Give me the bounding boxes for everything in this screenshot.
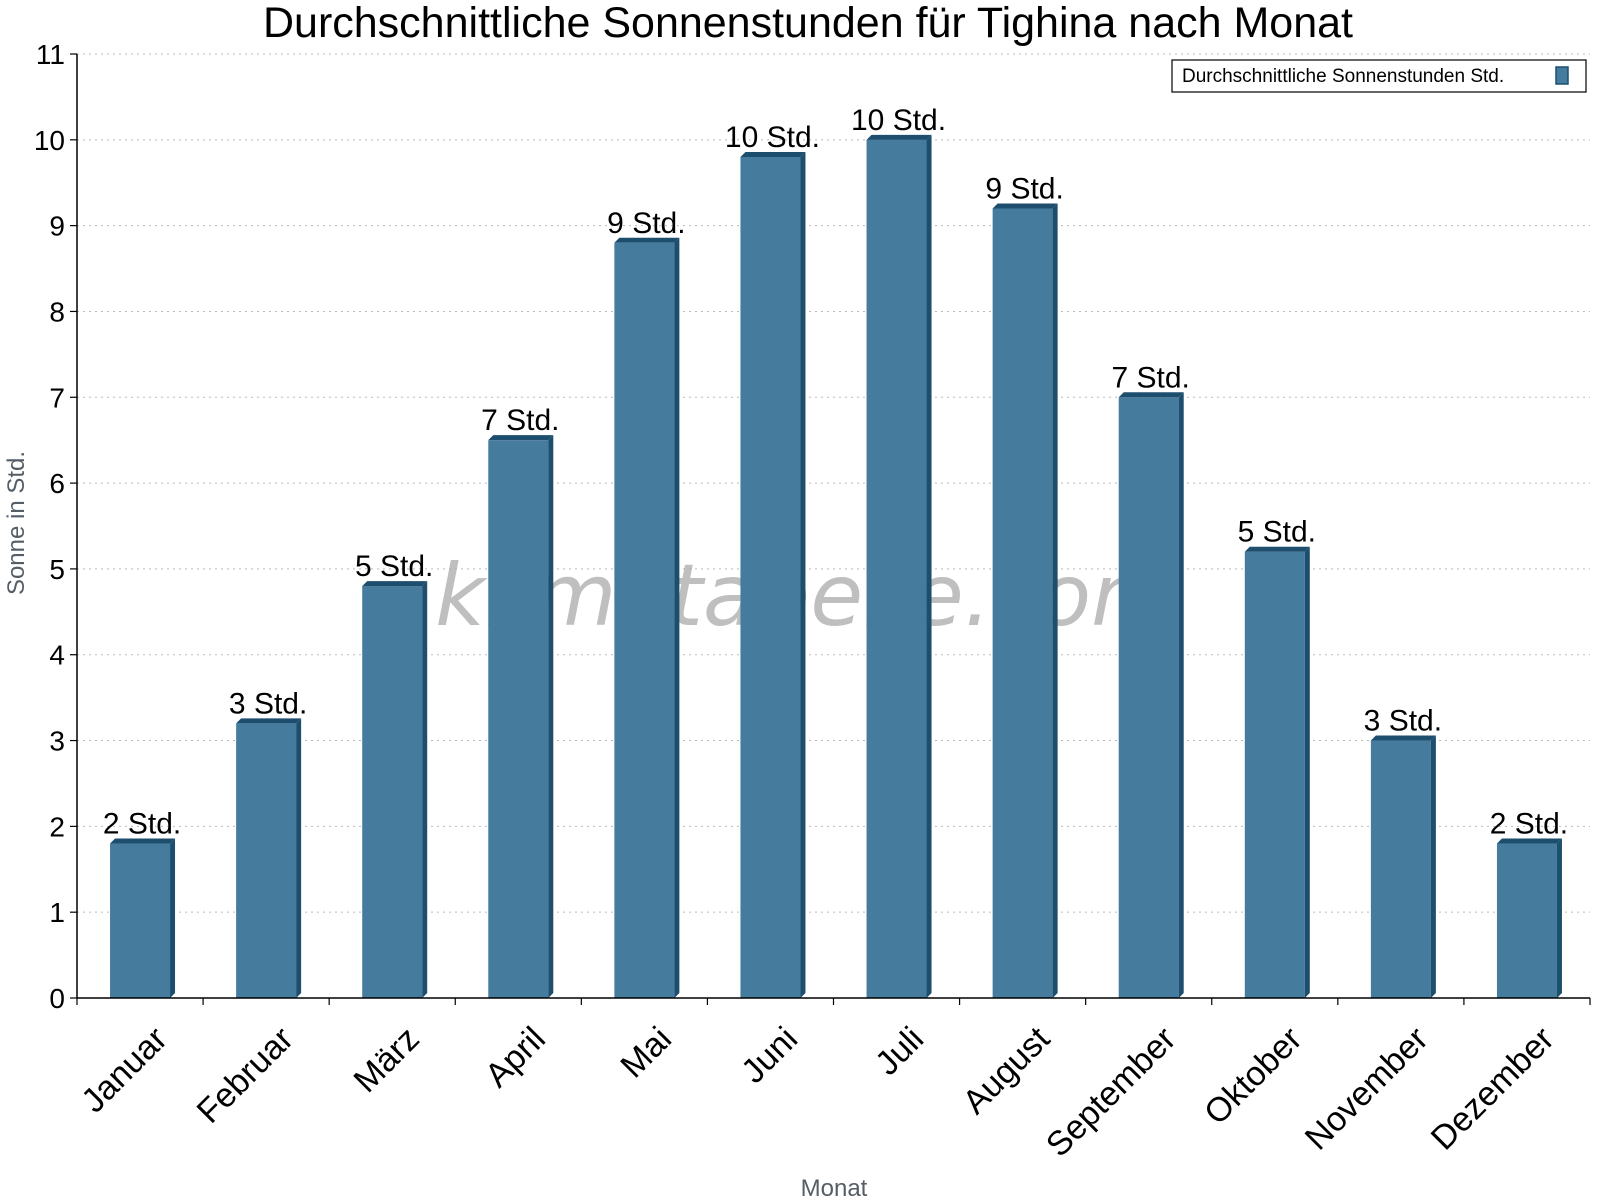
bar-side [674,237,680,999]
legend-swatch [1555,66,1569,85]
y-tick-label: 1 [49,897,65,928]
bar [866,134,932,998]
bar [488,435,554,998]
x-tick-label: November [1298,1020,1436,1158]
bar-top [866,134,932,140]
y-tick-label: 2 [49,811,65,842]
bar-front [740,156,801,998]
data-label: 2 Std. [1490,808,1568,841]
bar-top [488,435,554,441]
x-tick-label: Juni [734,1020,805,1091]
bar-front [1496,843,1557,998]
y-tick-label: 4 [49,640,65,671]
bar-front [1118,397,1179,999]
bar [236,718,302,998]
x-axis-label: Monat [801,1175,868,1200]
data-label: 2 Std. [103,808,181,841]
bar-front [1244,551,1305,998]
bar [740,151,806,998]
bar-front [110,843,171,998]
data-label: 5 Std. [1238,516,1316,549]
grid-lines [77,53,1590,913]
bar-side [926,134,932,998]
chart-title: Durchschnittliche Sonnenstunden für Tigh… [263,0,1353,47]
bar-side [800,151,806,998]
legend: Durchschnittliche Sonnenstunden Std. [1171,59,1587,93]
bar-front [488,440,549,998]
bar-front [992,208,1053,999]
bar-top [1496,838,1562,844]
data-label: 10 Std. [851,104,946,137]
data-label: 7 Std. [1112,361,1190,394]
bar-side [1304,546,1310,998]
data-label: 3 Std. [229,687,307,720]
y-tick-label: 8 [49,296,65,327]
x-tick-label: August [956,1019,1058,1121]
bar-front [362,586,423,998]
bar-top [236,718,302,724]
x-tick-label: Juli [868,1020,931,1083]
y-tick-label: 0 [49,983,65,1014]
y-tick-label: 3 [49,726,65,757]
x-tick-label: Oktober [1197,1020,1309,1132]
y-tick-label: 10 [34,125,65,156]
bar-front [236,723,297,998]
y-tick-labels: 0 1 2 3 4 5 6 7 8 9 10 11 [34,39,65,1014]
bar-front [1370,740,1431,998]
y-axis-label: Sonne in Std. [3,451,30,595]
bar-top [1370,735,1436,741]
x-tick-label: März [347,1020,427,1100]
x-tick-labels: Januar Februar März April Mai Juni Juli AugustS… [74,1019,1561,1164]
bar [1118,392,1184,999]
data-label: 5 Std. [355,550,433,583]
y-tick-label: 6 [49,468,65,499]
bar-top [1244,546,1310,552]
bar [1370,735,1436,998]
bar-side [548,435,554,998]
bar-side [422,581,428,998]
data-label: 10 Std. [725,121,820,154]
bar-side [1430,735,1436,998]
bar-front [866,139,927,998]
data-label: 9 Std. [985,172,1063,205]
bar-top [992,203,1058,209]
bar-top [614,237,680,243]
x-tick-label: Mai [613,1020,679,1086]
bar [992,203,1058,999]
x-tick-label: Januar [74,1020,174,1120]
bar-front [614,242,675,999]
bar [614,237,680,999]
x-tick-label: Februar [190,1020,301,1131]
x-tick-label: April [478,1020,553,1095]
legend-box [1171,59,1587,93]
bar-side [170,838,176,998]
y-tick-label: 11 [36,39,65,70]
bar-top [1118,392,1184,398]
y-tick-label: 7 [49,382,65,413]
data-label: 7 Std. [481,404,559,437]
y-tick-label: 9 [49,211,65,242]
data-label: 3 Std. [1364,705,1442,738]
bar-top [740,151,806,157]
bar-side [1178,392,1184,999]
legend-label: Durchschnittliche Sonnenstunden Std. [1182,66,1504,87]
bar-side [1556,838,1562,998]
bar-top [362,581,428,587]
bar-side [296,718,302,998]
x-tick-label: September [1039,1020,1183,1164]
data-labels: 2 Std. 3 Std. 5 Std. 7 Std. 9 Std. 10 Std. 10 … [103,104,1568,841]
bar-top [110,838,176,844]
bar [110,838,176,998]
bar [1496,838,1562,998]
x-tick-label: Dezember [1424,1020,1562,1158]
data-label: 9 Std. [607,207,685,240]
bars [110,134,1562,999]
bar [362,581,428,998]
y-tick-label: 5 [49,554,65,585]
bar [1244,546,1310,998]
bar-side [1052,203,1058,999]
axes [70,53,1591,1005]
